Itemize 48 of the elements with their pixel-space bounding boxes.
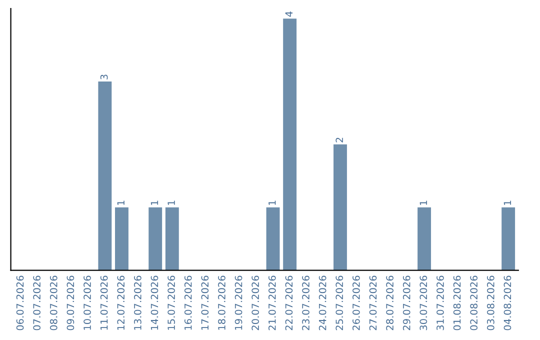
x-tick-label: 20.07.2026 bbox=[252, 276, 260, 330]
data-label: 1 bbox=[150, 200, 158, 205]
x-tick-label: 16.07.2026 bbox=[184, 276, 192, 330]
x-tick-label: 08.07.2026 bbox=[50, 276, 58, 330]
x-tick-label: 25.07.2026 bbox=[336, 276, 344, 330]
data-label: 4 bbox=[285, 12, 292, 17]
x-tick-label: 12.07.2026 bbox=[117, 276, 125, 330]
x-tick-label: 18.07.2026 bbox=[218, 276, 226, 330]
data-label: 1 bbox=[168, 200, 175, 205]
x-tick-label: 09.07.2026 bbox=[66, 276, 74, 330]
x-tick-label: 27.07.2026 bbox=[369, 276, 377, 330]
data-label: 1 bbox=[268, 200, 276, 205]
data-label: 2 bbox=[336, 138, 343, 142]
x-tick-label: 19.07.2026 bbox=[234, 276, 242, 330]
x-tick-label: 13.07.2026 bbox=[134, 276, 142, 330]
x-tick-label: 22.07.2026 bbox=[285, 276, 293, 330]
x-tick-label: 23.07.2026 bbox=[302, 276, 310, 330]
x-tick-label: 15.07.2026 bbox=[168, 276, 175, 330]
x-tick-label: 31.07.2026 bbox=[436, 276, 444, 330]
x-tick-label: 28.07.2026 bbox=[386, 276, 394, 330]
bar bbox=[334, 144, 347, 270]
x-tick-label: 17.07.2026 bbox=[201, 276, 209, 330]
x-tick-label: 14.07.2026 bbox=[150, 276, 158, 330]
data-label: 3 bbox=[100, 74, 108, 80]
bar bbox=[418, 207, 431, 270]
x-tick-label: 02.08.2026 bbox=[470, 276, 478, 330]
x-tick-label: 10.07.2026 bbox=[84, 276, 91, 330]
bar bbox=[165, 207, 179, 270]
bar bbox=[98, 82, 112, 270]
x-tick-label: 24.07.2026 bbox=[318, 276, 326, 330]
x-tick-label: 30.07.2026 bbox=[420, 276, 428, 330]
bar bbox=[283, 18, 297, 270]
x-tick-label: 01.08.2026 bbox=[453, 276, 461, 330]
x-tick-label: 03.08.2026 bbox=[486, 276, 494, 330]
data-label: 1 bbox=[504, 200, 511, 205]
x-tick-label: 07.07.2026 bbox=[33, 276, 41, 330]
x-tick-label: 29.07.2026 bbox=[402, 276, 410, 330]
x-tick-label: 04.08.2026 bbox=[504, 276, 512, 330]
data-label: 1 bbox=[117, 200, 124, 205]
bar bbox=[115, 207, 128, 270]
bar bbox=[502, 207, 516, 270]
data-label: 1 bbox=[420, 200, 427, 205]
bar bbox=[266, 207, 280, 270]
bar bbox=[148, 207, 162, 270]
x-tick-label: 21.07.2026 bbox=[268, 276, 276, 330]
x-tick-label: 06.07.2026 bbox=[16, 276, 24, 330]
x-tick-label: 26.07.2026 bbox=[352, 276, 360, 330]
x-tick-label: 11.07.2026 bbox=[100, 276, 108, 330]
